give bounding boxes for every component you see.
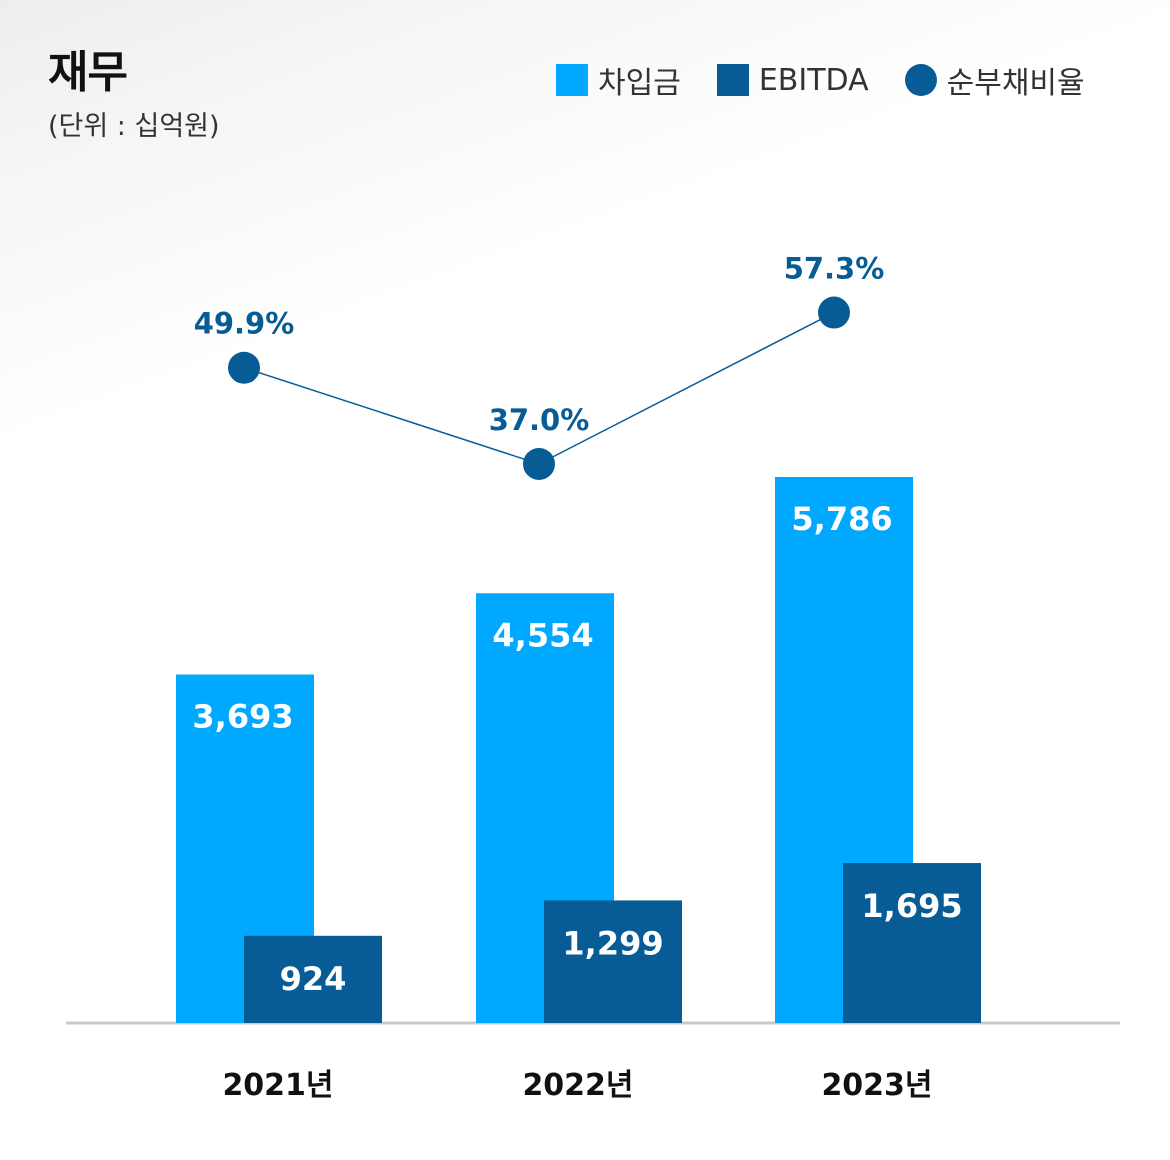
legend-item-borrowings: 차입금 — [556, 58, 681, 102]
bar-label-borrowings-2: 4,554 — [492, 616, 593, 654]
ratio-label-3: 57.3% — [784, 252, 885, 286]
ratio-point-2 — [523, 447, 555, 480]
bar-label-ebitda-2: 1,299 — [562, 924, 663, 962]
bar-label-ebitda-1: 924 — [280, 960, 347, 998]
legend-item-ratio: 순부채비율 — [904, 58, 1085, 102]
ratio-label-1: 49.9% — [194, 307, 295, 341]
bar-label-borrowings-1: 3,693 — [192, 698, 293, 736]
x-tick-label-2: 2022년 — [522, 1068, 633, 1103]
bar-ebitda-2 — [544, 900, 682, 1023]
legend-swatch-borrowings — [556, 64, 588, 96]
legend-label-ratio: 순부채비율 — [946, 66, 1085, 101]
ratio-point-3 — [818, 296, 850, 329]
legend-item-ebitda: EBITDA — [716, 62, 869, 98]
chart-title: 재무 — [48, 47, 128, 98]
x-tick-label-1: 2021년 — [222, 1068, 333, 1103]
bar-ebitda-3 — [843, 863, 981, 1023]
legend: 차입금 EBITDA 순부채비율 — [556, 58, 1085, 102]
ratio-point-1 — [228, 351, 260, 384]
legend-label-borrowings: 차입금 — [598, 66, 681, 101]
ratio-line — [243, 311, 835, 465]
legend-swatch-ebitda — [716, 64, 749, 96]
legend-label-ebitda: EBITDA — [758, 62, 869, 98]
bar-ebitda-1 — [244, 935, 382, 1023]
unit-label: (단위 : 십억원) — [48, 111, 220, 142]
bar-label-borrowings-3: 5,786 — [791, 500, 892, 538]
legend-swatch-ratio — [904, 64, 937, 96]
x-tick-label-3: 2023년 — [821, 1068, 932, 1103]
bar-label-ebitda-3: 1,695 — [861, 887, 962, 925]
ratio-label-2: 37.0% — [489, 403, 590, 437]
